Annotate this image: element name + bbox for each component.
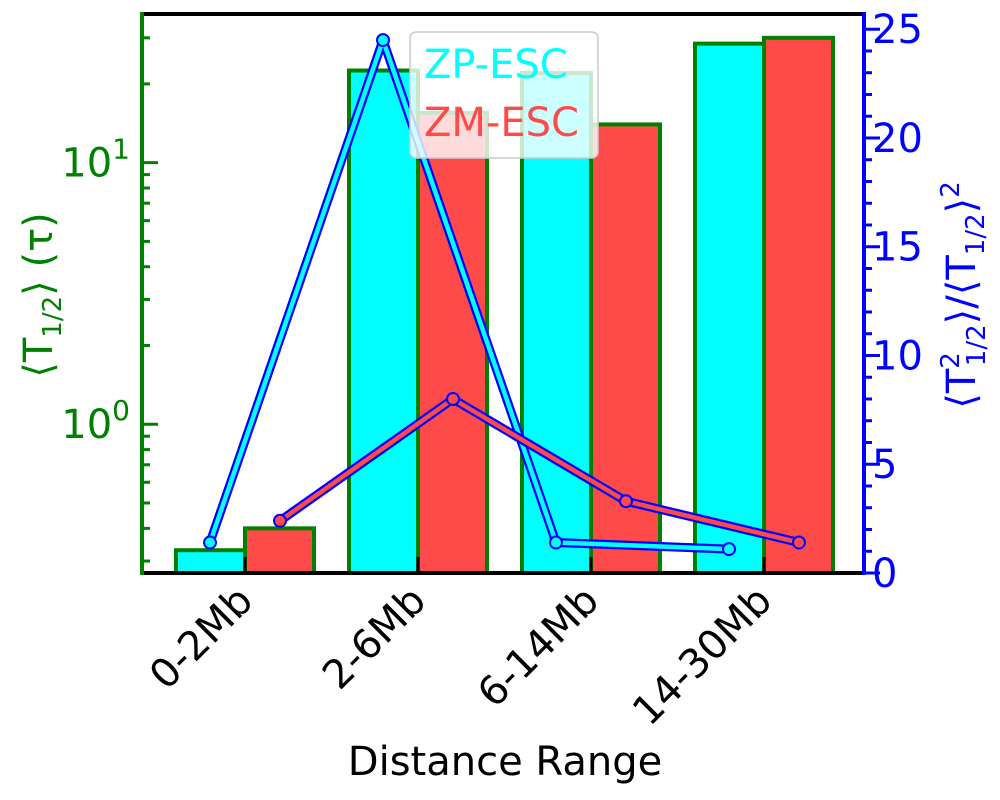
x-tick-label-0-2mb: 0-2Mb	[141, 578, 262, 699]
point-zp-esc-0-2mb	[203, 535, 217, 550]
bar-zp-esc-2-6mb	[347, 68, 420, 575]
y-axis-label-right-t: ⟨T	[939, 368, 985, 409]
legend-entry-zp-esc: ZP-ESC	[424, 42, 568, 88]
right-tick-label-5: 5	[872, 442, 897, 488]
y-axis-label-left-sub: 1/2	[38, 296, 68, 338]
legend-box	[409, 31, 599, 159]
y-axis-label-right-sub2: 1/2	[961, 213, 991, 255]
bars-layer	[174, 35, 835, 576]
bar-zm-esc-0-2mb	[243, 526, 316, 576]
x-axis-label: Distance Range	[348, 739, 662, 785]
y-axis-label-right-sup2: 2	[936, 181, 966, 198]
right-tick-label-15: 15	[872, 225, 923, 271]
point-zm-esc-2-6mb	[446, 391, 460, 406]
right-tick-label-10: 10	[872, 333, 923, 379]
y-axis-label-left: ⟨T1/2⟩ (τ)	[16, 212, 68, 378]
x-tick-label-14-30mb: 14-30Mb	[624, 578, 781, 735]
bar-zp-esc-14-30mb	[693, 41, 766, 576]
y-axis-label-right-sub: 1/2	[962, 324, 992, 366]
y-axis-label-right-sup: 2	[936, 352, 966, 369]
point-zp-esc-6-14mb	[549, 535, 563, 550]
bar-zm-esc-14-30mb	[762, 35, 835, 576]
x-tick-label-2-6mb: 2-6Mb	[314, 578, 435, 699]
right-tick-label-25: 25	[872, 7, 923, 53]
left-tick-label-1: 101	[61, 133, 130, 187]
line-zm-esc	[278, 396, 800, 545]
left-tick-exp-1: 1	[112, 133, 130, 166]
left-tick-exp-0: 0	[112, 394, 130, 427]
point-zm-esc-14-30mb	[792, 535, 806, 550]
lines-layer	[203, 33, 806, 557]
legend: ZP-ESC ZM-ESC	[409, 31, 599, 159]
left-tick-base-1: 10	[61, 141, 112, 187]
x-tick-label-6-14mb: 6-14Mb	[469, 578, 608, 717]
line-zp-esc	[207, 37, 730, 552]
point-zp-esc-2-6mb	[376, 33, 390, 48]
point-zm-esc-0-2mb	[273, 513, 287, 528]
right-tick-label-20: 20	[872, 116, 923, 162]
y-axis-label-left-rest: ⟩ (τ)	[16, 212, 62, 296]
right-tick-label-0: 0	[872, 551, 897, 597]
bar-zp-esc-0-2mb	[174, 548, 247, 575]
left-tick-base-0: 10	[61, 402, 112, 448]
legend-entry-zm-esc: ZM-ESC	[424, 100, 579, 146]
y-axis-label-right-end: ⟩	[939, 198, 985, 214]
y-axis-label-right: ⟨T21/2⟩/⟨T1/2⟩2	[936, 181, 992, 409]
point-zp-esc-14-30mb	[722, 542, 736, 557]
point-zm-esc-6-14mb	[619, 494, 633, 509]
left-tick-label-0: 100	[61, 394, 130, 448]
y-axis-label-right-mid: ⟩/⟨T	[939, 255, 985, 325]
y-axis-label-left-t: ⟨T	[16, 337, 62, 378]
